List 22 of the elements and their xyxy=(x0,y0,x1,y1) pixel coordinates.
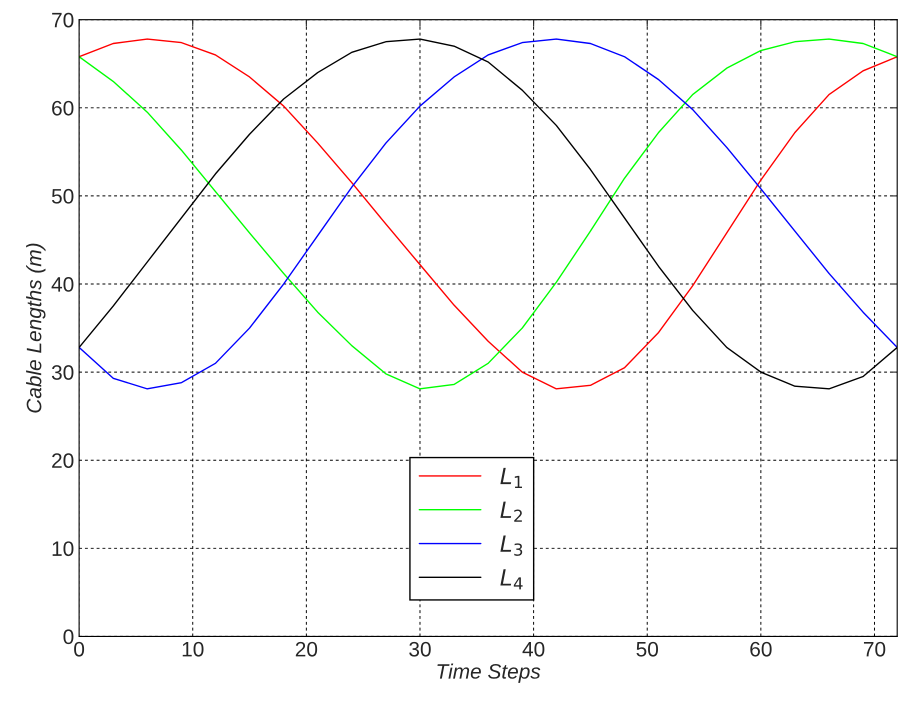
x-tick-label: 70 xyxy=(864,642,886,657)
y-tick-label: 20 xyxy=(52,453,74,468)
y-tick-label: 50 xyxy=(52,188,74,204)
y-tick-label: 60 xyxy=(52,100,74,116)
y-tick-label: 30 xyxy=(52,365,74,380)
x-tick-label: 30 xyxy=(409,642,431,657)
x-tick-label: 20 xyxy=(296,642,318,657)
legend-label: L$_{2}$ xyxy=(500,502,522,522)
x-tick-label: 40 xyxy=(522,642,544,657)
x-tick-label: 10 xyxy=(182,642,204,657)
y-tick-label: 10 xyxy=(52,541,74,556)
x-tick-label: 50 xyxy=(636,642,658,657)
x-tick-label: 0 xyxy=(74,642,84,657)
x-tick-label: 60 xyxy=(750,642,772,657)
y-tick-label: 0 xyxy=(63,629,74,644)
y-axis-title: Cable Lengths (m) xyxy=(26,244,46,413)
legend-label: L$_{3}$ xyxy=(500,535,522,556)
x-axis-title: Time Steps xyxy=(437,663,540,683)
y-tick-label: 40 xyxy=(52,277,74,292)
y-tick-label: 70 xyxy=(52,12,74,28)
legend-label: L$_{4}$ xyxy=(500,569,523,590)
legend-label: L$_{1}$ xyxy=(500,468,522,488)
